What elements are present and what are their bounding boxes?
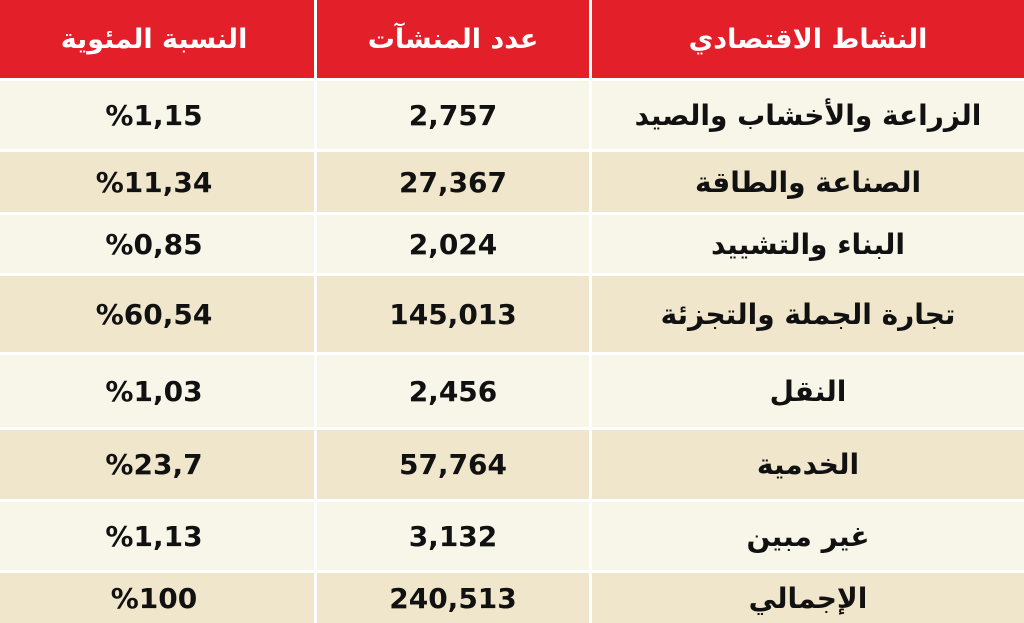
count-cell: 240,513 xyxy=(317,573,589,623)
activity-cell: الصناعة والطاقة xyxy=(592,152,1024,212)
percent-cell: %1,15 xyxy=(0,81,314,149)
activity-cell: البناء والتشييد xyxy=(592,215,1024,273)
activity-cell: تجارة الجملة والتجزئة xyxy=(592,276,1024,352)
count-cell: 27,367 xyxy=(317,152,589,212)
header-cell: النسبة المئوية xyxy=(0,0,314,78)
percent-cell: %23,7 xyxy=(0,430,314,499)
activity-cell: النقل xyxy=(592,355,1024,427)
percent-cell: %60,54 xyxy=(0,276,314,352)
percent-cell: %100 xyxy=(0,573,314,623)
count-cell: 2,456 xyxy=(317,355,589,427)
percent-cell: %11,34 xyxy=(0,152,314,212)
percent-cell: %0,85 xyxy=(0,215,314,273)
activity-cell: الخدمية xyxy=(592,430,1024,499)
activity-cell: الإجمالي xyxy=(592,573,1024,623)
count-cell: 145,013 xyxy=(317,276,589,352)
activity-cell: غير مبين xyxy=(592,502,1024,570)
count-cell: 2,757 xyxy=(317,81,589,149)
count-cell: 3,132 xyxy=(317,502,589,570)
activity-cell: الزراعة والأخشاب والصيد xyxy=(592,81,1024,149)
header-cell: عدد المنشآت xyxy=(317,0,589,78)
header-cell: النشاط الاقتصادي xyxy=(592,0,1024,78)
percent-cell: %1,13 xyxy=(0,502,314,570)
count-cell: 57,764 xyxy=(317,430,589,499)
percent-cell: %1,03 xyxy=(0,355,314,427)
count-cell: 2,024 xyxy=(317,215,589,273)
